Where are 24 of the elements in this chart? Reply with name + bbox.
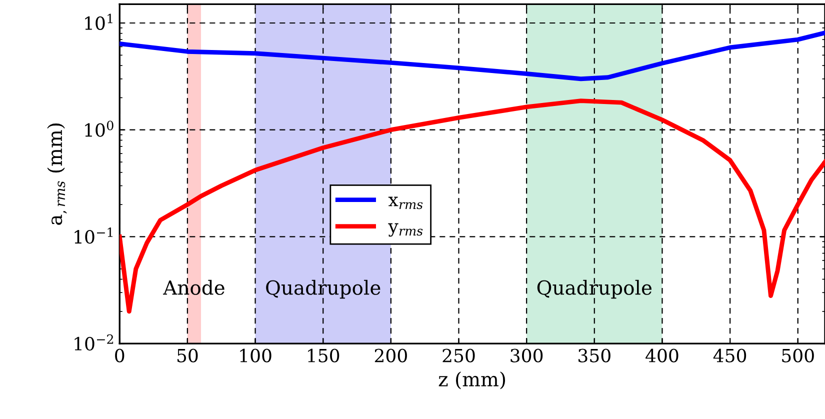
y-tick-label: 10$^{1}$	[85, 14, 112, 30]
y-tick-label: 10$^{−2}$	[74, 334, 114, 351]
x-tick-label: 300	[510, 348, 543, 362]
x-tick-label: 350	[578, 348, 610, 362]
band-label: Quadrupole	[266, 280, 380, 299]
x-tick-label: 450	[713, 348, 746, 362]
line-series	[120, 98, 825, 314]
legend-label: x$_{rms}$	[388, 196, 423, 210]
line-series	[120, 30, 825, 82]
y-axis-title: a$_{,rms}$ (mm)	[47, 124, 67, 225]
x-axis-title: z (mm)	[438, 371, 506, 390]
x-tick-label: 200	[374, 348, 407, 362]
y-tick-label: 10$^{0}$	[85, 120, 114, 137]
x-tick-label: 150	[308, 348, 340, 362]
x-tick-label: 100	[240, 348, 272, 362]
band-label: Quadrupole	[537, 280, 652, 299]
x-tick-label: 400	[646, 348, 678, 362]
band-label: Anode	[163, 280, 224, 295]
y-tick-label: 10$^{−1}$	[74, 228, 112, 244]
x-tick-label: 50	[177, 348, 198, 362]
legend-label: y$_{rms}$	[388, 223, 423, 237]
x-tick-label: 250	[442, 348, 475, 362]
x-tick-label: 500	[782, 348, 814, 362]
x-tick-label: 0	[115, 348, 124, 362]
